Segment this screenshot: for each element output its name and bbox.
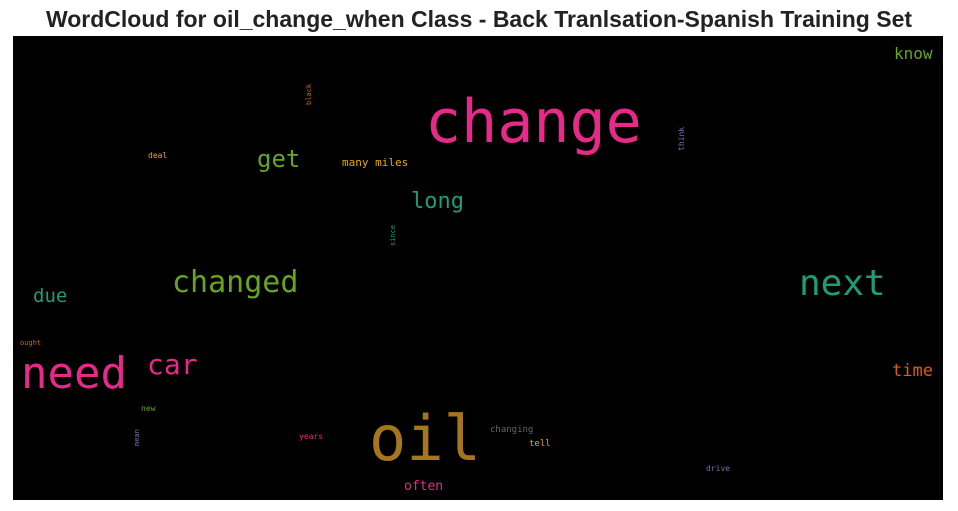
word-many-miles: many miles bbox=[342, 156, 409, 169]
word-changing: changing bbox=[490, 425, 534, 435]
word-drive: drive bbox=[706, 464, 731, 473]
word-black: black bbox=[305, 83, 313, 105]
word-long: long bbox=[411, 189, 464, 214]
word-change: change bbox=[425, 87, 642, 157]
word-need: need bbox=[21, 348, 127, 399]
word-tell: tell bbox=[529, 439, 551, 449]
wordcloud-canvas: change oil need next changed car get lon… bbox=[13, 36, 943, 500]
word-oil: oil bbox=[369, 402, 481, 475]
word-get: get bbox=[257, 145, 301, 173]
word-due: due bbox=[33, 285, 68, 307]
word-often: often bbox=[404, 479, 444, 494]
word-next: next bbox=[799, 263, 886, 304]
word-years: years bbox=[299, 432, 324, 441]
word-car: car bbox=[147, 348, 198, 381]
word-ought: ought bbox=[20, 339, 42, 347]
word-new: new bbox=[141, 404, 156, 413]
word-deal: deal bbox=[148, 151, 168, 160]
word-mean: mean bbox=[133, 429, 141, 446]
word-changed: changed bbox=[172, 265, 299, 300]
word-since: since bbox=[389, 224, 397, 246]
word-think: think bbox=[677, 126, 686, 151]
word-time: time bbox=[892, 361, 933, 381]
word-know: know bbox=[894, 44, 933, 63]
chart-title: WordCloud for oil_change_when Class - Ba… bbox=[45, 6, 913, 32]
